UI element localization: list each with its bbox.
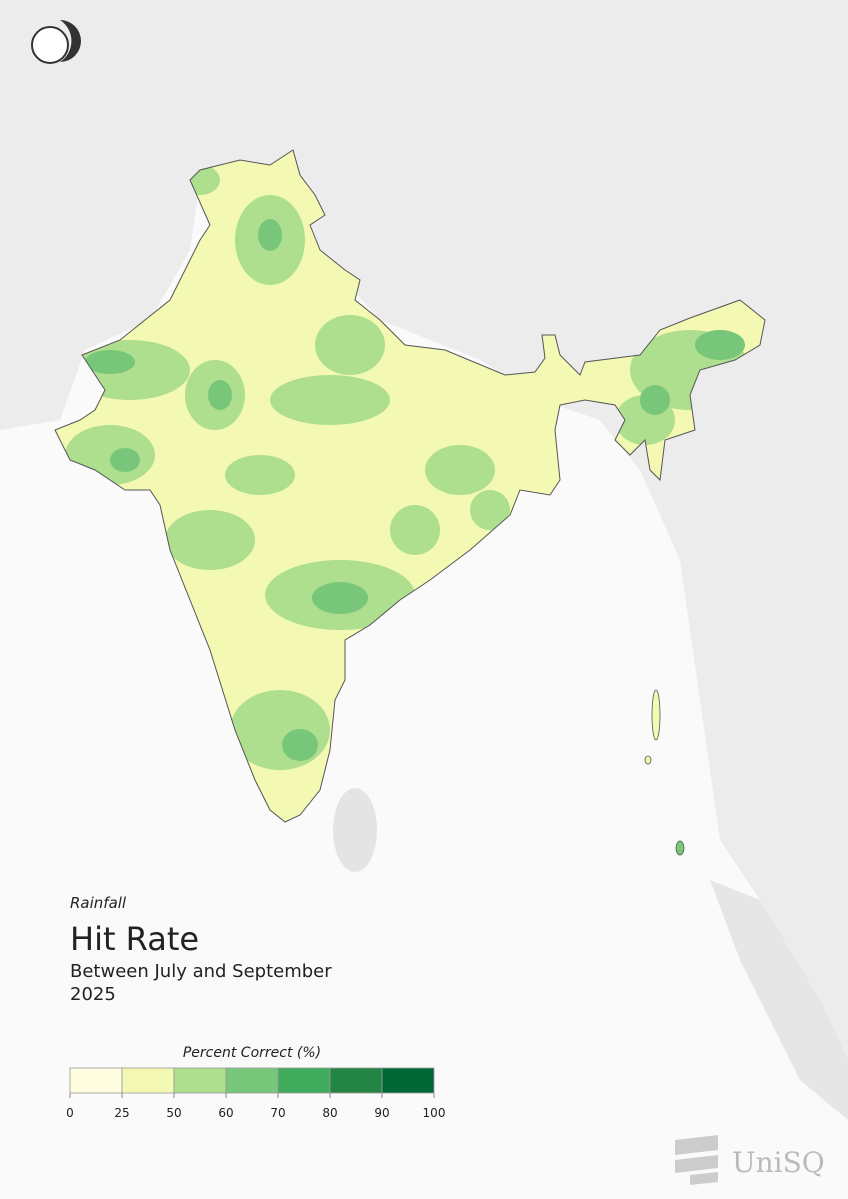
title: Hit Rate	[70, 920, 199, 958]
legend-bin	[121, 1067, 175, 1094]
legend-bin	[277, 1067, 331, 1094]
legend-bin	[329, 1067, 383, 1094]
legend-title: Percent Correct (%)	[183, 1045, 321, 1061]
legend: 0 25 50 60 70 80 90 100	[66, 1067, 446, 1120]
subtitle-top: Rainfall	[70, 894, 127, 912]
legend-bin	[69, 1067, 123, 1094]
legend-tick-label: 50	[166, 1106, 181, 1120]
zone-60-70	[85, 219, 745, 761]
legend-tick-label: 60	[218, 1106, 233, 1120]
period: Between July and September	[70, 961, 332, 982]
brand-mark	[675, 1135, 718, 1185]
year: 2025	[70, 984, 116, 1005]
legend-tick-label: 70	[270, 1106, 285, 1120]
legend-bin	[225, 1067, 279, 1094]
neighbour-land	[0, 0, 848, 1100]
neighbour-land-west	[0, 120, 200, 430]
legend-tick-label: 100	[423, 1106, 446, 1120]
sri-lanka	[333, 788, 377, 872]
brand: UniSQ	[732, 1146, 825, 1179]
legend-tick-label: 25	[114, 1106, 129, 1120]
india-outline	[54, 149, 766, 823]
legend-bin	[173, 1067, 227, 1094]
legend-bin	[381, 1067, 435, 1094]
legend-tick-label: 80	[322, 1106, 337, 1120]
legend-tick-label: 90	[374, 1106, 389, 1120]
logo	[31, 20, 81, 64]
islands	[644, 689, 685, 856]
sumatra	[710, 880, 848, 1120]
legend-tick-label: 0	[66, 1106, 74, 1120]
